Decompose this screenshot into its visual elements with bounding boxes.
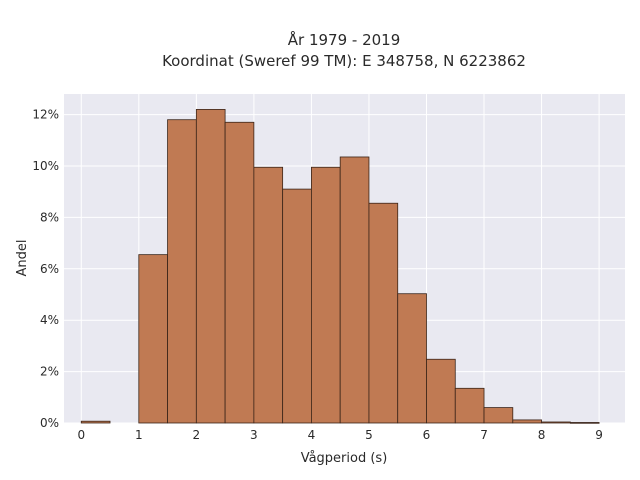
histogram-bar (195, 109, 226, 424)
x-tick-label: 4 (308, 428, 316, 442)
chart-title-line-2: Koordinat (Sweref 99 TM): E 348758, N 62… (162, 52, 526, 70)
histogram-bar (138, 254, 168, 424)
x-tick-label: 5 (365, 428, 373, 442)
chart-title-line-1: År 1979 - 2019 (288, 30, 401, 49)
histogram-bar (426, 358, 456, 424)
histogram-bar (224, 121, 255, 424)
histogram-bar (512, 419, 542, 424)
histogram-bar (339, 156, 370, 424)
y-tick-label: 4% (40, 313, 59, 327)
y-tick-label: 0% (40, 416, 59, 430)
histogram-bar (253, 166, 284, 424)
y-tick-label: 2% (40, 365, 59, 379)
y-tick-label: 10% (32, 159, 59, 173)
x-axis-title: Vågperiod (s) (301, 451, 388, 466)
bars (80, 109, 600, 424)
histogram-bar (541, 421, 571, 424)
histogram-bar (454, 387, 485, 424)
x-axis-ticks: 0 1 2 3 4 5 6 7 8 9 (77, 428, 602, 442)
x-tick-label: 0 (77, 428, 85, 442)
histogram-bar (483, 407, 514, 424)
histogram-bar (569, 422, 600, 424)
x-tick-label: 7 (480, 428, 488, 442)
histogram-bar (282, 188, 312, 424)
histogram-bar (167, 119, 197, 424)
y-tick-label: 6% (40, 262, 59, 276)
y-axis-title: Andel (15, 240, 30, 277)
x-tick-label: 1 (135, 428, 143, 442)
y-axis-ticks: 0% 2% 4% 6% 8% 10% 12% (32, 108, 59, 430)
x-tick-label: 6 (423, 428, 431, 442)
x-tick-label: 9 (595, 428, 603, 442)
x-tick-label: 8 (538, 428, 546, 442)
histogram-bar (80, 420, 111, 424)
y-tick-label: 12% (32, 108, 59, 122)
x-tick-label: 2 (193, 428, 201, 442)
histogram-bar (368, 202, 399, 424)
histogram-bar (311, 166, 341, 424)
y-tick-label: 8% (40, 210, 59, 224)
x-tick-label: 3 (250, 428, 258, 442)
histogram-bar (397, 293, 427, 424)
